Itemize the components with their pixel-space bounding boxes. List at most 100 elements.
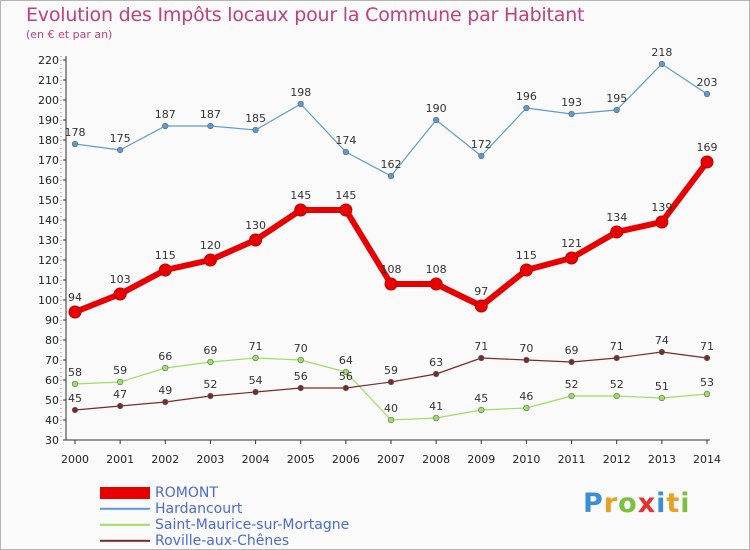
- data-point-saint-maurice-sur-mortagne: [703, 390, 711, 398]
- data-point-saint-maurice-sur-mortagne: [297, 356, 304, 364]
- data-label-hardancourt: 162: [381, 158, 402, 171]
- data-point-roville-aux-chenes: [478, 354, 485, 362]
- data-label-roville-aux-chenes: 71: [474, 340, 488, 353]
- data-label-roville-aux-chenes: 70: [519, 342, 533, 355]
- data-label-romont: 103: [110, 273, 131, 286]
- data-point-roville-aux-chenes: [658, 348, 665, 356]
- data-point-hardancourt: [613, 106, 620, 114]
- y-tick-label: 180: [38, 134, 59, 147]
- data-point-roville-aux-chenes: [433, 370, 440, 378]
- logo-letter: t: [666, 488, 681, 519]
- x-tick-label: 2009: [467, 453, 495, 466]
- data-point-hardancourt: [207, 122, 214, 130]
- x-tick-label: 2000: [61, 453, 89, 466]
- data-label-romont: 169: [697, 141, 718, 154]
- logo-letter: i: [680, 488, 691, 519]
- data-label-saint-maurice-sur-mortagne: 70: [294, 342, 308, 355]
- data-point-saint-maurice-sur-mortagne: [433, 414, 440, 422]
- data-point-hardancourt: [252, 126, 259, 134]
- data-point-romont: [68, 305, 82, 319]
- data-point-hardancourt: [478, 152, 485, 160]
- data-point-roville-aux-chenes: [207, 392, 214, 400]
- legend-swatch: [100, 507, 150, 511]
- y-tick-label: 60: [45, 374, 59, 387]
- data-label-roville-aux-chenes: 45: [68, 392, 82, 405]
- data-label-saint-maurice-sur-mortagne: 64: [339, 354, 353, 367]
- x-tick-label: 2004: [242, 453, 270, 466]
- x-tick-label: 2013: [648, 453, 676, 466]
- data-point-hardancourt: [658, 60, 665, 68]
- logo-letter: i: [656, 488, 667, 519]
- x-tick-label: 2011: [558, 453, 586, 466]
- data-point-roville-aux-chenes: [71, 406, 79, 414]
- data-label-romont: 130: [245, 219, 266, 232]
- data-point-romont: [384, 277, 398, 291]
- data-label-saint-maurice-sur-mortagne: 52: [565, 378, 579, 391]
- data-point-romont: [294, 203, 308, 217]
- data-label-saint-maurice-sur-mortagne: 46: [519, 390, 533, 403]
- data-point-hardancourt: [71, 140, 79, 148]
- data-point-saint-maurice-sur-mortagne: [252, 354, 259, 362]
- data-label-romont: 120: [200, 239, 221, 252]
- data-point-roville-aux-chenes: [297, 384, 304, 392]
- data-point-roville-aux-chenes: [703, 354, 711, 362]
- data-label-hardancourt: 190: [426, 102, 447, 115]
- data-point-roville-aux-chenes: [387, 378, 395, 386]
- y-tick-label: 40: [45, 414, 59, 427]
- data-point-hardancourt: [342, 148, 349, 156]
- data-label-hardancourt: 195: [606, 92, 627, 105]
- data-label-saint-maurice-sur-mortagne: 45: [474, 392, 488, 405]
- data-point-romont: [474, 299, 488, 313]
- data-point-saint-maurice-sur-mortagne: [568, 392, 575, 400]
- y-tick-label: 100: [38, 294, 59, 307]
- data-label-romont: 115: [155, 249, 176, 262]
- data-label-saint-maurice-sur-mortagne: 41: [429, 400, 443, 413]
- data-point-saint-maurice-sur-mortagne: [658, 394, 665, 402]
- y-tick-label: 110: [38, 274, 59, 287]
- data-label-saint-maurice-sur-mortagne: 52: [610, 378, 624, 391]
- data-point-roville-aux-chenes: [342, 384, 349, 392]
- data-label-hardancourt: 196: [516, 90, 537, 103]
- x-tick-label: 2002: [151, 453, 179, 466]
- data-label-hardancourt: 193: [561, 96, 582, 109]
- data-point-roville-aux-chenes: [117, 402, 124, 410]
- data-label-roville-aux-chenes: 54: [249, 374, 263, 387]
- data-label-hardancourt: 203: [697, 76, 718, 89]
- data-label-hardancourt: 178: [65, 126, 86, 139]
- logo-letter: r: [603, 488, 619, 519]
- data-point-hardancourt: [117, 146, 124, 154]
- legend-swatch: [100, 523, 150, 527]
- data-label-romont: 121: [561, 237, 582, 250]
- data-label-roville-aux-chenes: 74: [655, 334, 669, 347]
- x-tick-label: 2006: [332, 453, 360, 466]
- data-point-romont: [610, 225, 624, 239]
- data-point-saint-maurice-sur-mortagne: [71, 380, 79, 388]
- logo-letter: P: [583, 488, 604, 519]
- data-label-romont: 134: [606, 211, 627, 224]
- chart-title: Evolution des Impôts locaux pour la Comm…: [26, 4, 585, 26]
- y-tick-label: 30: [45, 434, 59, 447]
- y-tick-label: 80: [45, 334, 59, 347]
- data-point-saint-maurice-sur-mortagne: [117, 378, 124, 386]
- data-label-saint-maurice-sur-mortagne: 59: [113, 364, 127, 377]
- data-label-roville-aux-chenes: 63: [429, 356, 443, 369]
- data-label-hardancourt: 172: [471, 138, 492, 151]
- x-tick-label: 2008: [422, 453, 450, 466]
- data-label-saint-maurice-sur-mortagne: 71: [249, 340, 263, 353]
- proxiti-logo: Proxiti: [583, 488, 691, 519]
- data-point-roville-aux-chenes: [252, 388, 259, 396]
- x-tick-label: 2012: [603, 453, 631, 466]
- data-point-romont: [249, 233, 263, 247]
- legend-swatch: [100, 487, 150, 499]
- data-point-roville-aux-chenes: [162, 398, 169, 406]
- data-label-romont: 97: [474, 285, 488, 298]
- data-label-saint-maurice-sur-mortagne: 51: [655, 380, 669, 393]
- data-label-roville-aux-chenes: 71: [700, 340, 714, 353]
- data-label-romont: 145: [290, 189, 311, 202]
- x-tick-label: 2005: [287, 453, 315, 466]
- y-tick-label: 200: [38, 94, 59, 107]
- data-point-saint-maurice-sur-mortagne: [523, 404, 530, 412]
- data-label-hardancourt: 218: [651, 46, 672, 59]
